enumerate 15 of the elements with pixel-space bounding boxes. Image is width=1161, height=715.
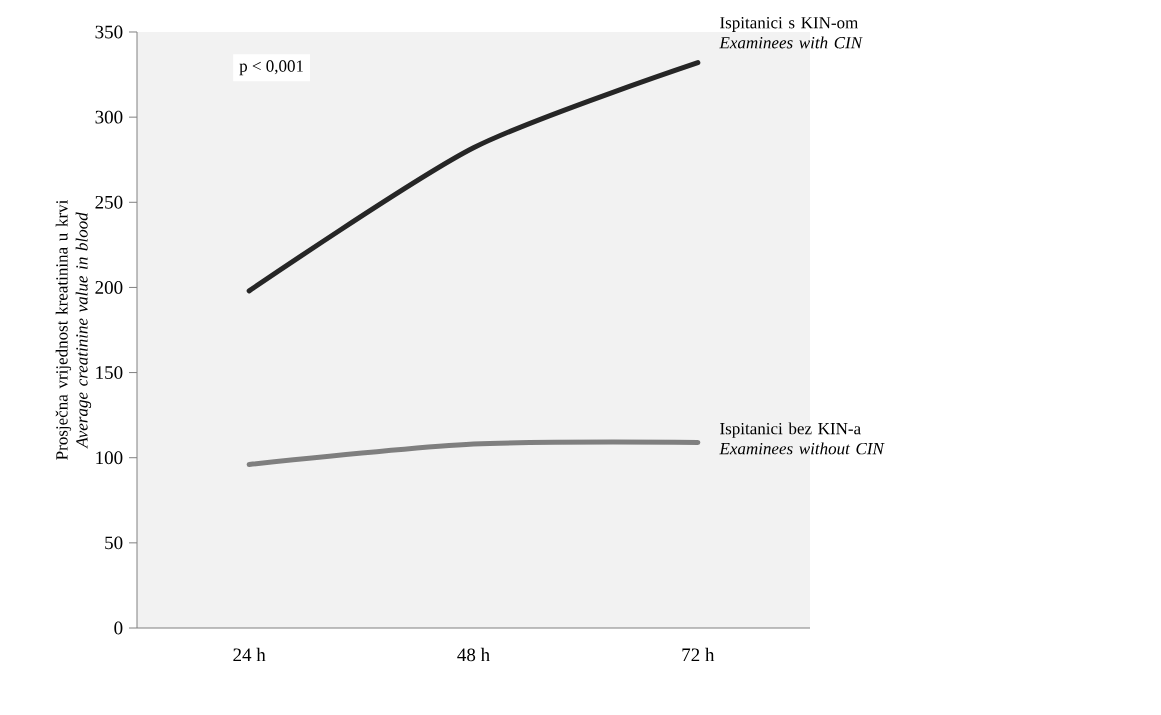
x-tick-label: 72 h xyxy=(682,647,715,662)
y-tick-label: 300 xyxy=(95,110,123,124)
y-axis-title: Prosječna vrijednost kreatinina u krvi Average creatinine value in blood xyxy=(55,199,92,460)
y-tick-label: 250 xyxy=(95,195,123,209)
x-tick-label: 48 h xyxy=(457,647,490,662)
y-tick-label: 150 xyxy=(96,366,123,379)
series-label: Ispitanici bez KIN-a Examinees without CIN xyxy=(719,422,885,455)
y-tick-label: 100 xyxy=(96,451,123,465)
series-label: Ispitanici s KIN-om Examinees with CIN xyxy=(719,17,863,49)
y-tick-label: 50 xyxy=(105,536,123,550)
x-tick-label: 24 h xyxy=(233,647,266,662)
annotation: p < 0,001 xyxy=(239,60,303,76)
y-tick-label: 200 xyxy=(95,281,123,294)
y-tick-label: 0 xyxy=(114,621,123,635)
y-tick-label: 350 xyxy=(95,25,123,39)
